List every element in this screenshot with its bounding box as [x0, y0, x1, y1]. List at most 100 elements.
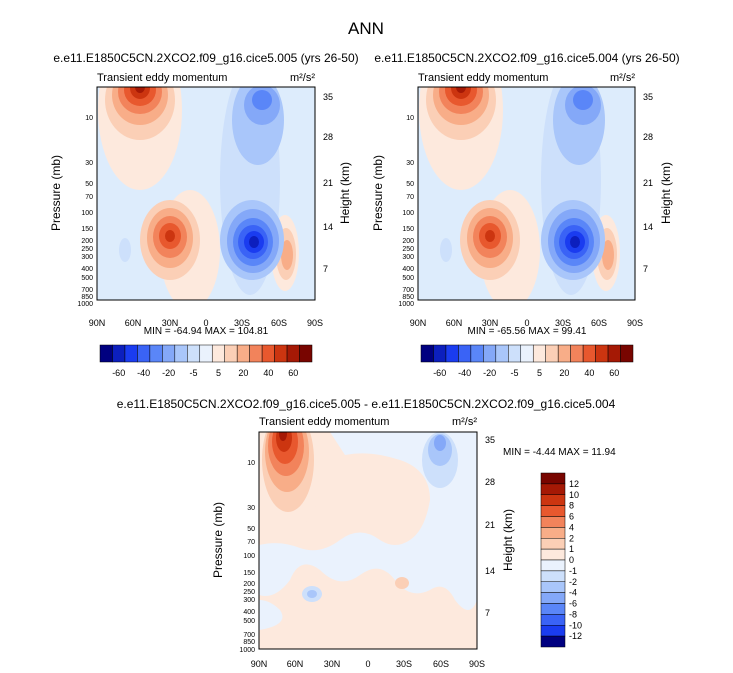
colorbar-diff-label: 10 — [569, 490, 579, 500]
panel-3-y2-tick: 35 — [485, 435, 495, 445]
colorbar-diff-swatch — [540, 505, 566, 517]
colorbar-diff-label: -1 — [569, 566, 577, 576]
panel-1-y-tick: 500 — [81, 275, 93, 282]
panel-3-y-tick: 250 — [243, 589, 255, 596]
colorbar-1-swatch — [261, 344, 275, 363]
colorbar-2-swatch — [545, 344, 559, 363]
colorbar-diff-label: -8 — [569, 609, 577, 619]
panel-3-y-tick: 70 — [247, 539, 255, 546]
colorbar-1-swatch — [187, 344, 201, 363]
panel-1-title: e.e11.E1850C5CN.2XCO2.f09_g16.cice5.005 … — [53, 51, 358, 65]
panel-3-y-tick: 500 — [243, 618, 255, 625]
panel-2-y-tick: 850 — [402, 294, 414, 301]
panel-3-y2-ticks: 35 28 21 14 7 — [485, 435, 495, 618]
panel-2-y-tick: 10 — [406, 115, 414, 122]
colorbar-1-swatch — [124, 344, 138, 363]
colorbar-1-label: 60 — [288, 368, 298, 378]
panel-3-plot-area — [258, 431, 478, 650]
colorbar-2-swatch — [620, 344, 634, 363]
panel-3-x-tick: 60S — [433, 659, 449, 669]
colorbar-1-swatch — [274, 344, 288, 363]
panel-2-frame — [417, 86, 636, 301]
colorbar-2-label: -5 — [511, 368, 519, 378]
panel-2-x-tick: 30N — [482, 318, 499, 328]
panel-2-y-tick: 200 — [402, 238, 414, 245]
panel-3-frame — [258, 431, 478, 650]
colorbar-2-swatch — [557, 344, 571, 363]
colorbar-2-swatch — [420, 344, 434, 363]
panel-3-y2label: Height (km) — [501, 509, 515, 571]
colorbar-diff-swatch — [540, 603, 566, 615]
colorbar-2-swatch — [595, 344, 609, 363]
panel-1-y2label: Height (km) — [338, 162, 352, 224]
panel-1-x-tick: 90N — [89, 318, 106, 328]
panel-2-contour-pos — [485, 230, 495, 242]
panel-3-y-tick: 50 — [247, 526, 255, 533]
panel-3-y-tick: 100 — [243, 553, 255, 560]
panel-2-y2-tick: 14 — [643, 222, 653, 232]
colorbar-diff-label: 12 — [569, 479, 579, 489]
colorbar-diff-label: 8 — [569, 501, 574, 511]
panel-2-y-tick: 50 — [406, 181, 414, 188]
panel-2-y-tick: 500 — [402, 275, 414, 282]
panel-1-field-label: Transient eddy momentum — [97, 72, 227, 84]
colorbar-diff-swatch — [540, 570, 566, 582]
panel-1-contours — [98, 87, 299, 300]
colorbar-1-swatch — [199, 344, 213, 363]
colorbar-1-swatch — [174, 344, 188, 363]
panel-2-y-tick: 300 — [402, 254, 414, 261]
panel-1-y-tick: 30 — [85, 160, 93, 167]
colorbar-2-swatch — [495, 344, 509, 363]
colorbar-2-label: 20 — [559, 368, 569, 378]
panel-1-x-tick: 30S — [234, 318, 250, 328]
panel-2-title: e.e11.E1850C5CN.2XCO2.f09_g16.cice5.004 … — [374, 51, 679, 65]
panel-3-x-tick: 30S — [396, 659, 412, 669]
panel-2-x-tick: 60S — [591, 318, 607, 328]
colorbar-diff-swatch — [540, 527, 566, 539]
panel-1-y2-tick: 35 — [323, 92, 333, 102]
colorbar-diff-swatch — [540, 472, 566, 485]
panel-3-contour-neg — [259, 600, 283, 630]
colorbar-1-swatch — [224, 344, 238, 363]
panel-3-stats: MIN = -4.44 MAX = 11.94 — [503, 447, 616, 458]
panel-3: e.e11.E1850C5CN.2XCO2.f09_g16.cice5.005 … — [117, 397, 616, 669]
panel-2-y2-tick: 35 — [643, 92, 653, 102]
panel-1-x-tick: 60N — [125, 318, 142, 328]
panel-3-contour-neg — [259, 432, 477, 610]
colorbar-diff-swatch — [540, 625, 566, 637]
colorbar-2-label: 40 — [584, 368, 594, 378]
colorbar-2-swatch — [483, 344, 497, 363]
panel-3-field-label: Transient eddy momentum — [259, 416, 389, 428]
panel-1-contour-pos — [165, 230, 175, 242]
panel-1: e.e11.E1850C5CN.2XCO2.f09_g16.cice5.005 … — [49, 51, 359, 337]
panel-2-field-label: Transient eddy momentum — [418, 72, 548, 84]
panel-1-contour-neg — [119, 238, 131, 262]
colorbar-2-swatch — [607, 344, 621, 363]
panel-1-y2-tick: 28 — [323, 132, 333, 142]
colorbar-1-label: 40 — [263, 368, 273, 378]
panel-3-y-tick: 30 — [247, 505, 255, 512]
colorbar-diff-label: 0 — [569, 555, 574, 565]
panel-3-contours — [259, 432, 477, 630]
panel-1-y-tick: 200 — [81, 238, 93, 245]
colorbar-diff-swatch — [540, 538, 566, 550]
panel-2-units: m²/s² — [610, 72, 635, 84]
panel-1-plot-area — [96, 86, 316, 301]
panel-2-y2-ticks: 35 28 21 14 7 — [643, 92, 653, 274]
colorbar-diff-label: 2 — [569, 533, 574, 543]
panel-1-x-tick: 30N — [162, 318, 179, 328]
colorbar-2-label: 60 — [609, 368, 619, 378]
colorbar-1-label: 5 — [216, 368, 221, 378]
panel-1-frame — [96, 86, 316, 301]
panel-2-x-tick: 90S — [627, 318, 643, 328]
colorbar-1: -60 -40 -20 -5 5 20 40 60 — [99, 344, 313, 378]
colorbar-2-swatch — [570, 344, 584, 363]
panel-3-y2-tick: 7 — [485, 608, 490, 618]
panel-3-x-tick: 30N — [324, 659, 341, 669]
panel-1-contour-pos — [135, 87, 145, 93]
colorbar-1-swatch — [249, 344, 263, 363]
panel-1-contour-neg — [252, 90, 272, 110]
panel-2-x-tick: 30S — [555, 318, 571, 328]
colorbar-1-label: -5 — [190, 368, 198, 378]
